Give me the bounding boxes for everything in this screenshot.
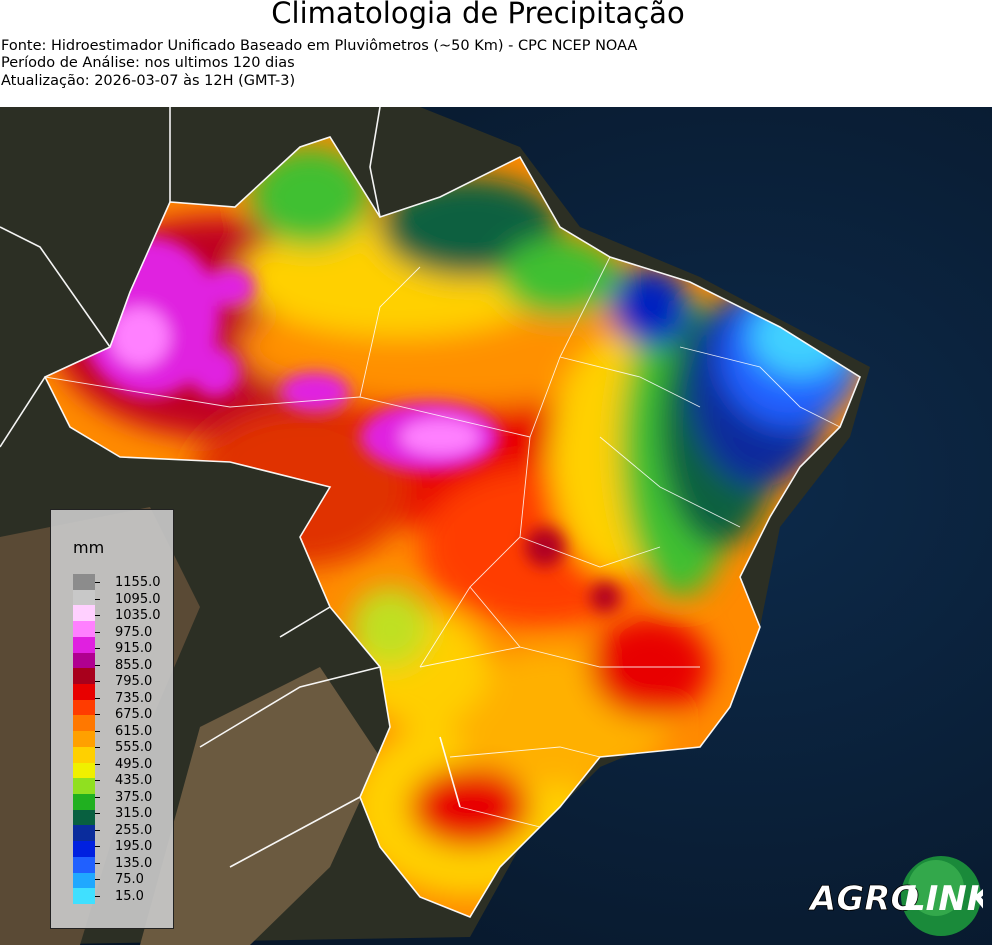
legend-tick	[95, 615, 100, 616]
legend-level-label: 195.0	[115, 839, 153, 854]
legend-tick	[95, 697, 100, 699]
legend-tick	[95, 862, 100, 864]
legend-tick	[95, 714, 100, 715]
colorbar-segment	[73, 715, 95, 732]
colorbar-segment	[73, 872, 95, 889]
source-line: Fonte: Hidroestimador Unificado Baseado …	[1, 38, 638, 54]
colorbar-segment	[73, 888, 95, 905]
legend-tick	[95, 895, 100, 897]
legend-level-label: 855.0	[115, 657, 153, 673]
colorbar-segment	[73, 636, 95, 654]
legend-tick	[95, 648, 100, 649]
colorbar-legend: mm 1155.0 1095.0 1035.0 975.0 915.0 855.0 795.…	[50, 509, 174, 929]
colorbar-segment	[73, 589, 95, 606]
legend-level-label: 975.0	[115, 624, 153, 640]
legend-level-label: 1035.0	[115, 608, 161, 623]
logo-text-link: LINK	[904, 879, 983, 919]
legend-level-label: 375.0	[115, 789, 153, 805]
legend-level-label: 1095.0	[115, 591, 161, 607]
legend-tick	[95, 631, 100, 633]
colorbar-segment	[73, 841, 95, 858]
legend-level-label: 315.0	[115, 806, 153, 821]
legend-tick	[95, 681, 100, 682]
agrolink-logo: AGRO LINK	[808, 856, 983, 936]
legend-unit: mm	[73, 538, 105, 557]
colorbar-segment	[73, 621, 95, 638]
legend-level-label: 135.0	[115, 855, 153, 871]
colorbar-segment	[73, 746, 95, 764]
legend-level-label: 495.0	[115, 756, 153, 772]
legend-level-label: 435.0	[115, 773, 153, 788]
legend-level-label: 735.0	[115, 690, 153, 706]
colorbar-segment	[73, 794, 95, 811]
legend-tick	[95, 582, 100, 583]
map-title: Climatologia de Precipitação	[271, 0, 685, 30]
legend-tick	[95, 829, 100, 831]
colorbar-segment	[73, 652, 95, 669]
colorbar-segment	[73, 825, 95, 842]
colorbar-segment	[73, 731, 95, 748]
legend-level-label: 615.0	[115, 723, 153, 739]
colorbar	[73, 574, 95, 905]
legend-level-label: 75.0	[115, 872, 144, 887]
colorbar-segment	[73, 574, 95, 591]
legend-level-label: 255.0	[115, 822, 153, 838]
legend-tick	[95, 813, 100, 814]
legend-tick	[95, 598, 100, 600]
colorbar-segment	[73, 809, 95, 826]
legend-level-label: 555.0	[115, 740, 153, 755]
colorbar-segment	[73, 762, 95, 779]
legend-tick	[95, 747, 100, 748]
colorbar-segment	[73, 668, 95, 685]
colorbar-segment	[73, 856, 95, 874]
logo-text-agro: AGRO	[808, 879, 919, 919]
colorbar-segment	[73, 684, 95, 701]
legend-tick	[95, 730, 100, 732]
colorbar-segment	[73, 605, 95, 622]
colorbar-segment	[73, 778, 95, 795]
legend-level-label: 795.0	[115, 674, 153, 689]
legend-level-label: 15.0	[115, 888, 144, 904]
legend-tick	[95, 879, 100, 880]
legend-tick	[95, 664, 100, 666]
legend-tick	[95, 796, 100, 798]
legend-level-label: 675.0	[115, 707, 153, 722]
legend-tick	[95, 763, 100, 765]
legend-level-label: 915.0	[115, 641, 153, 656]
colorbar-segment	[73, 699, 95, 716]
period-line: Período de Análise: nos ultimos 120 dias	[1, 55, 295, 71]
legend-tick	[95, 780, 100, 781]
legend-level-label: 1155.0	[115, 575, 161, 590]
legend-tick	[95, 846, 100, 847]
update-line: Atualização: 2026-03-07 às 12H (GMT-3)	[1, 73, 296, 89]
